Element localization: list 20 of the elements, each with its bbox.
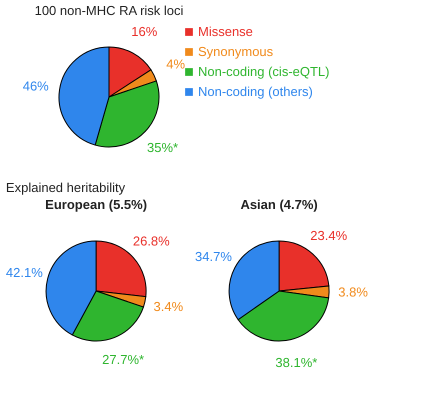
data-label: 35%* xyxy=(146,140,178,156)
data-label: 3.4% xyxy=(153,299,184,314)
data-label: 23.4% xyxy=(310,228,348,244)
data-label: 3.8% xyxy=(338,284,368,300)
data-label: 16% xyxy=(131,24,158,39)
data-label: 42.1% xyxy=(6,264,44,280)
data-label: 26.8% xyxy=(132,234,170,249)
legend-label: Non-coding (cis-eQTL) xyxy=(198,64,330,79)
data-label: 27.7%* xyxy=(102,352,144,367)
data-label: 38.1%* xyxy=(275,354,318,370)
text: Explained heritability xyxy=(6,180,126,195)
chart-title: European (5.5%) xyxy=(45,197,148,212)
legend-label: Synonymous xyxy=(198,44,274,59)
legend-label: Missense xyxy=(198,24,253,39)
chart-title: 100 non-MHC RA risk loci xyxy=(34,3,184,18)
legend-label: Non-coding (others) xyxy=(198,84,313,99)
data-label: 46% xyxy=(22,78,50,94)
data-label: 4% xyxy=(166,56,186,72)
data-label: 34.7% xyxy=(195,248,232,264)
chart-title: Asian (4.7%) xyxy=(240,197,318,212)
